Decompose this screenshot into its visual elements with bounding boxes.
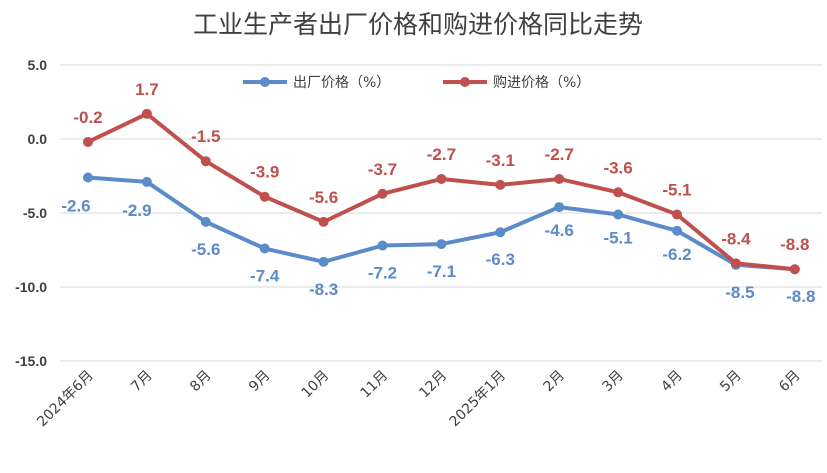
data-point [377,240,388,251]
data-point [495,227,506,238]
data-label: -8.5 [725,283,754,302]
data-point [672,225,682,236]
legend-swatch-marker [260,77,270,87]
legend-entry: 出厂价格（%） [293,75,390,91]
data-point [259,191,270,202]
data-point [377,188,388,199]
data-label: -0.2 [73,108,102,127]
data-point [318,256,329,267]
x-tick-label: 2月 [541,368,569,396]
data-labels: -2.6 -2.9 -5.6 -7.4 -8.3 -7.2 -7.1 -6.3 -4.6 -5.1… [61,80,815,306]
data-point [318,216,329,227]
data-label: -8.8 [786,287,815,306]
data-point [141,176,152,187]
data-label: -6.2 [662,245,691,264]
data-point [495,179,506,190]
x-tick-label: 6月 [776,368,804,396]
y-axis-ticks: 5.0 0.0 -5.0 -10.0 -15.0 [15,57,47,369]
data-label: -7.2 [368,264,397,283]
data-point [436,239,447,250]
x-tick-label: 3月 [599,368,627,396]
legend-entry: 购进价格（%） [493,75,590,91]
data-point [83,136,93,147]
y-tick-label: 5.0 [28,57,48,73]
data-point [436,173,447,184]
data-point [554,173,565,184]
x-tick-label: 7月 [128,368,156,396]
data-point [259,243,270,254]
data-point [730,258,741,269]
y-tick-label: -5.0 [23,205,47,221]
legend-swatch-marker [460,77,470,87]
data-point [141,108,152,119]
data-label: -6.3 [486,250,515,269]
x-tick-label: 4月 [658,368,686,396]
data-point [672,209,682,220]
y-tick-label: -10.0 [15,279,47,295]
data-label: -8.3 [309,280,338,299]
data-label: -3.1 [486,151,515,170]
data-point [200,216,211,227]
data-label: -4.6 [545,221,574,240]
x-tick-label: 10月 [299,368,333,402]
data-label: -3.6 [603,158,632,177]
x-tick-label: 9月 [246,368,274,396]
data-point [613,187,624,198]
data-label: -8.8 [780,235,809,254]
x-tick-label: 12月 [416,368,450,402]
series-layer [83,108,800,275]
data-label: -5.1 [603,228,632,247]
data-label: -8.4 [721,229,751,248]
data-point [83,172,93,183]
data-point [554,202,565,213]
y-tick-label: 0.0 [28,131,48,147]
data-label: 1.7 [135,80,159,99]
data-label: -3.9 [250,163,279,182]
data-label: -2.6 [61,196,90,215]
chart-title: 工业生产者出厂价格和购进价格同比走势 [193,10,643,39]
data-label: -5.6 [309,188,338,207]
data-label: -1.5 [191,127,220,146]
x-tick-label: 2024年6月 [34,368,97,431]
x-tick-label: 8月 [187,368,215,396]
y-tick-label: -15.0 [15,353,47,369]
data-label: -5.1 [662,180,691,199]
gridlines [60,64,822,362]
data-label: -2.7 [545,145,574,164]
data-label: -7.1 [427,262,456,281]
x-tick-label: 5月 [717,368,745,396]
data-point [613,209,624,220]
x-tick-label: 2025年1月 [447,368,510,431]
data-label: -2.9 [122,201,151,220]
data-label: -2.7 [427,145,456,164]
data-point [200,156,211,167]
x-tick-label: 11月 [358,368,392,402]
data-label: -7.4 [250,267,280,286]
data-label: -5.6 [191,240,220,259]
data-point [789,264,800,275]
data-label: -3.7 [368,160,397,179]
legend: 出厂价格（%） 购进价格（%） [243,75,590,91]
